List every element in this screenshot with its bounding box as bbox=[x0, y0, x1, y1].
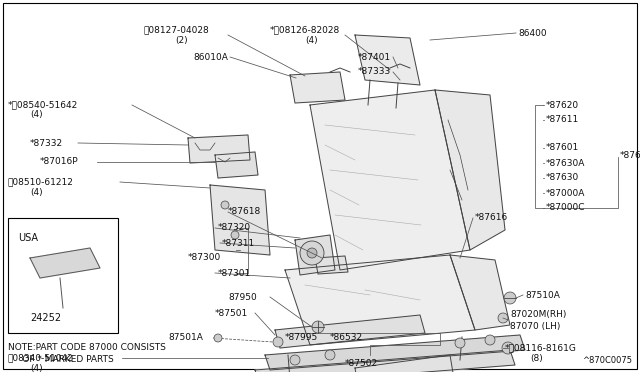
Circle shape bbox=[325, 350, 335, 360]
Text: *87300: *87300 bbox=[188, 253, 221, 263]
Circle shape bbox=[455, 338, 465, 348]
Polygon shape bbox=[265, 335, 525, 370]
Text: USA: USA bbox=[18, 233, 38, 243]
Polygon shape bbox=[188, 135, 250, 163]
Circle shape bbox=[231, 231, 239, 239]
Polygon shape bbox=[290, 72, 345, 103]
Polygon shape bbox=[210, 185, 270, 255]
Text: *Ⓑ08116-8161G: *Ⓑ08116-8161G bbox=[505, 343, 577, 353]
Text: *87332: *87332 bbox=[30, 138, 63, 148]
Text: (4): (4) bbox=[30, 363, 43, 372]
Text: *87000A: *87000A bbox=[546, 189, 586, 198]
Text: (8): (8) bbox=[530, 353, 543, 362]
Circle shape bbox=[312, 321, 324, 333]
Polygon shape bbox=[285, 255, 475, 345]
Text: *87333: *87333 bbox=[358, 67, 391, 77]
Text: *87620: *87620 bbox=[546, 100, 579, 109]
Text: *87401: *87401 bbox=[358, 52, 391, 61]
Text: *87616: *87616 bbox=[475, 214, 508, 222]
Text: ^870C0075: ^870C0075 bbox=[582, 356, 632, 365]
Text: 86400: 86400 bbox=[518, 29, 547, 38]
Polygon shape bbox=[275, 315, 425, 348]
Polygon shape bbox=[450, 255, 510, 330]
Circle shape bbox=[300, 241, 324, 265]
Circle shape bbox=[273, 337, 283, 347]
Text: *87618: *87618 bbox=[228, 208, 261, 217]
Text: *87601: *87601 bbox=[546, 144, 579, 153]
Text: *Ⓢ08540-51642: *Ⓢ08540-51642 bbox=[8, 100, 78, 109]
Text: (4): (4) bbox=[305, 35, 317, 45]
Text: *87995: *87995 bbox=[285, 334, 318, 343]
Text: (2): (2) bbox=[175, 35, 188, 45]
Circle shape bbox=[221, 201, 229, 209]
Text: *87301: *87301 bbox=[218, 269, 252, 278]
Text: *87016P: *87016P bbox=[40, 157, 79, 167]
Text: (4): (4) bbox=[30, 187, 43, 196]
Circle shape bbox=[290, 355, 300, 365]
Circle shape bbox=[498, 313, 508, 323]
Text: *87600: *87600 bbox=[620, 151, 640, 160]
Polygon shape bbox=[355, 355, 455, 372]
Text: (4): (4) bbox=[30, 110, 43, 119]
Text: 87020M(RH): 87020M(RH) bbox=[510, 311, 566, 320]
Polygon shape bbox=[295, 235, 335, 275]
Text: NOTE:PART CODE 87000 CONSISTS: NOTE:PART CODE 87000 CONSISTS bbox=[8, 343, 166, 352]
Text: OF * MARKED PARTS: OF * MARKED PARTS bbox=[8, 355, 114, 364]
Polygon shape bbox=[355, 35, 420, 85]
Polygon shape bbox=[435, 90, 505, 250]
Text: *87502: *87502 bbox=[345, 359, 378, 368]
Circle shape bbox=[307, 248, 317, 258]
Text: *87000C: *87000C bbox=[546, 203, 586, 212]
Text: *87630: *87630 bbox=[546, 173, 579, 183]
Circle shape bbox=[214, 334, 222, 342]
Text: *87501: *87501 bbox=[215, 308, 248, 317]
Text: Ⓢ08340-51042: Ⓢ08340-51042 bbox=[8, 353, 74, 362]
Circle shape bbox=[504, 292, 516, 304]
Polygon shape bbox=[215, 152, 258, 178]
Text: *87311: *87311 bbox=[222, 238, 255, 247]
Polygon shape bbox=[30, 248, 100, 278]
Text: *87320: *87320 bbox=[218, 224, 251, 232]
Text: 87070 (LH): 87070 (LH) bbox=[510, 321, 561, 330]
Circle shape bbox=[485, 335, 495, 345]
Text: *87611: *87611 bbox=[546, 115, 579, 125]
Text: 87510A: 87510A bbox=[525, 291, 560, 299]
Text: 86010A: 86010A bbox=[193, 52, 228, 61]
Text: *Ⓑ08126-82028: *Ⓑ08126-82028 bbox=[270, 26, 340, 35]
Polygon shape bbox=[310, 90, 470, 270]
Text: *87630A: *87630A bbox=[546, 158, 586, 167]
Text: 87501A: 87501A bbox=[168, 334, 203, 343]
Text: Ⓢ08510-61212: Ⓢ08510-61212 bbox=[8, 177, 74, 186]
Polygon shape bbox=[315, 256, 348, 274]
Text: Ⓑ08127-04028: Ⓑ08127-04028 bbox=[143, 26, 209, 35]
Bar bbox=[8, 218, 118, 333]
Circle shape bbox=[502, 342, 514, 354]
Text: 87950: 87950 bbox=[228, 292, 257, 301]
Text: 24252: 24252 bbox=[30, 313, 61, 323]
Text: *86532: *86532 bbox=[330, 334, 363, 343]
Polygon shape bbox=[255, 350, 515, 372]
